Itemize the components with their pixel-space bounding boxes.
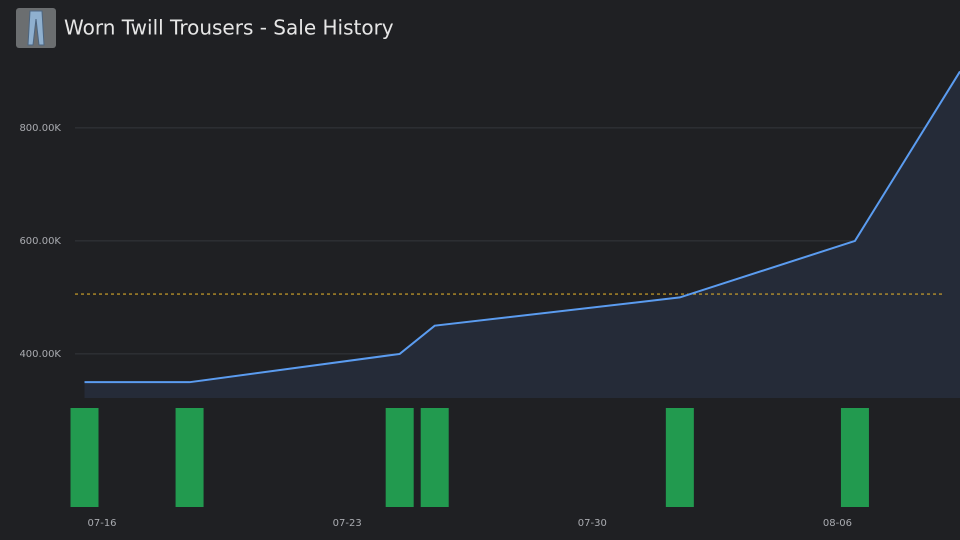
- area: [84, 71, 960, 399]
- x-tick-label: 07-30: [578, 518, 607, 529]
- x-tick-label: 08-06: [823, 518, 852, 529]
- y-tick-label: 400.00K: [19, 349, 61, 360]
- volume-bar: [385, 408, 414, 507]
- volume-bar: [840, 408, 869, 507]
- x-tick-label: 07-23: [333, 518, 362, 529]
- volume-bar: [665, 408, 694, 507]
- x-tick-label: 07-16: [87, 518, 116, 529]
- price-line: [84, 70, 960, 384]
- item-icon: [16, 8, 56, 48]
- y-tick-label: 600.00K: [19, 236, 61, 247]
- y-tick-label: 800.00K: [19, 123, 61, 134]
- volume-bar: [70, 408, 99, 507]
- volume-bar: [420, 408, 449, 507]
- volume-bar: [175, 408, 204, 507]
- chart-title: Worn Twill Trousers - Sale History: [64, 16, 394, 40]
